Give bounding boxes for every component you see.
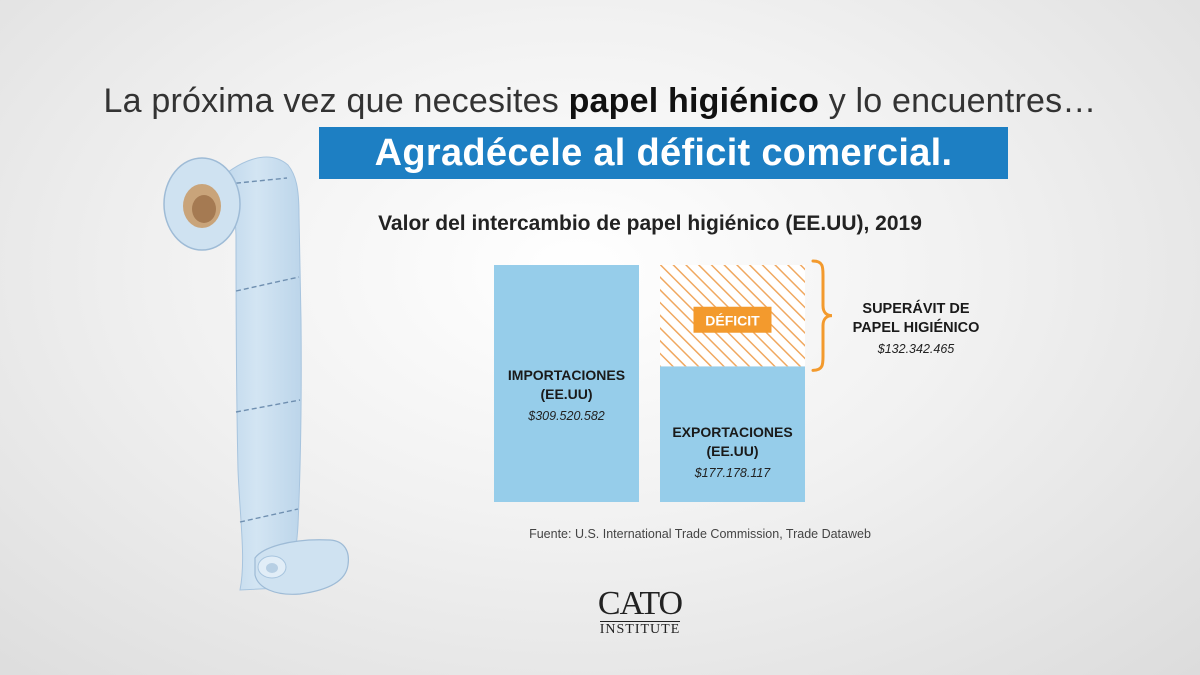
bar-value-imports: $309.520.582 <box>527 409 605 423</box>
source-note: Fuente: U.S. International Trade Commiss… <box>529 527 871 541</box>
bar-label-imports-line1: IMPORTACIONES <box>508 367 625 383</box>
surplus-brace <box>811 259 833 372</box>
headline: La próxima vez que necesites papel higié… <box>0 82 1200 121</box>
surplus-label-line2: PAPEL HIGIÉNICO <box>853 319 980 336</box>
logo-institute: INSTITUTE <box>599 621 681 637</box>
bar-value-exports: $177.178.117 <box>694 466 772 480</box>
bar-exports <box>660 366 805 502</box>
bar-imports <box>494 265 639 502</box>
surplus-label-line1: SUPERÁVIT DE <box>862 300 969 317</box>
bar-label-exports-line2: (EE.UU) <box>706 443 758 459</box>
banner: Agradécele al déficit comercial. <box>319 127 1008 179</box>
headline-part1: La próxima vez que necesites <box>103 82 569 120</box>
cato-logo: CATO INSTITUTE <box>590 585 690 638</box>
logo-cato: CATO <box>597 585 683 622</box>
headline-bold: papel higiénico <box>568 82 820 120</box>
chart-title: Valor del intercambio de papel higiénico… <box>378 212 922 235</box>
surplus-value: $132.342.465 <box>877 342 955 356</box>
bar-label-imports-line2: (EE.UU) <box>540 386 592 402</box>
deficit-badge <box>693 306 772 333</box>
deficit-label: DÉFICIT <box>705 313 760 329</box>
bar-label-exports-line1: EXPORTACIONES <box>672 424 792 440</box>
headline-part2: y lo encuentres… <box>819 82 1097 120</box>
